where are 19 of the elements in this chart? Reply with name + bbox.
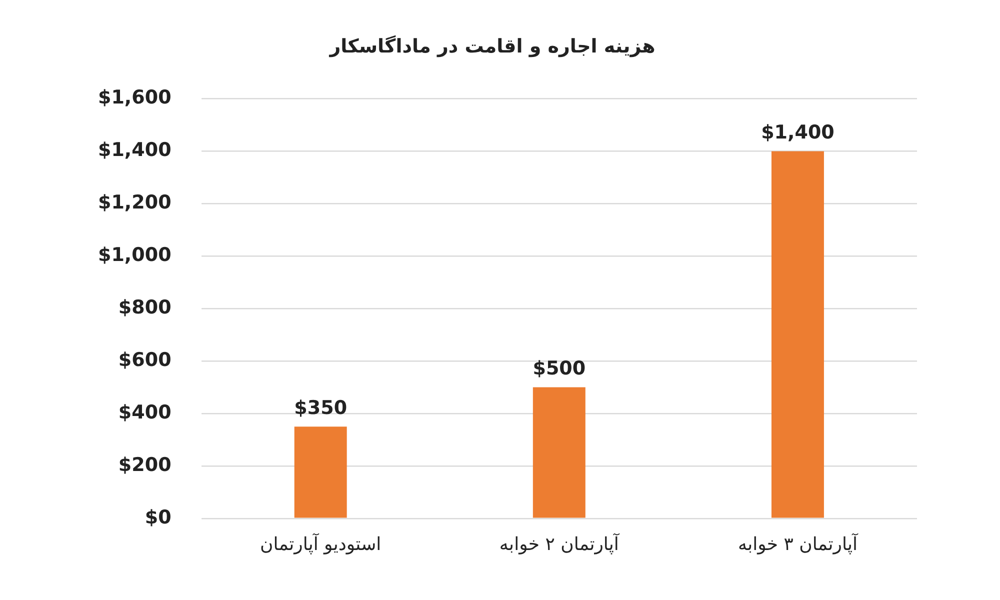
x-tick-label: استودیو آپارتمان — [260, 532, 382, 555]
y-tick-label: $1,200 — [98, 192, 172, 214]
y-tick-label: $0 — [144, 506, 172, 528]
x-tick-label: آپارتمان ۲ خوابه — [499, 532, 620, 555]
data-label: $500 — [532, 358, 586, 380]
data-label: $350 — [294, 397, 348, 420]
bar — [294, 426, 347, 518]
y-tick-label: $600 — [118, 348, 172, 371]
x-tick-label: آپارتمان ۳ خوابه — [738, 532, 858, 555]
data-label: $1,400 — [761, 122, 834, 144]
y-tick-label: $800 — [118, 296, 172, 319]
y-tick-label: $1,600 — [98, 86, 172, 109]
y-tick-label: $1,000 — [98, 244, 172, 266]
y-tick-label: $400 — [118, 401, 172, 424]
chart-title: هزینه اجاره و اقامت در ماداگاسکار — [328, 34, 656, 58]
bar — [532, 387, 586, 518]
bar — [771, 151, 824, 518]
y-tick-label: $1,400 — [98, 139, 172, 162]
y-tick-label: $200 — [118, 454, 172, 476]
